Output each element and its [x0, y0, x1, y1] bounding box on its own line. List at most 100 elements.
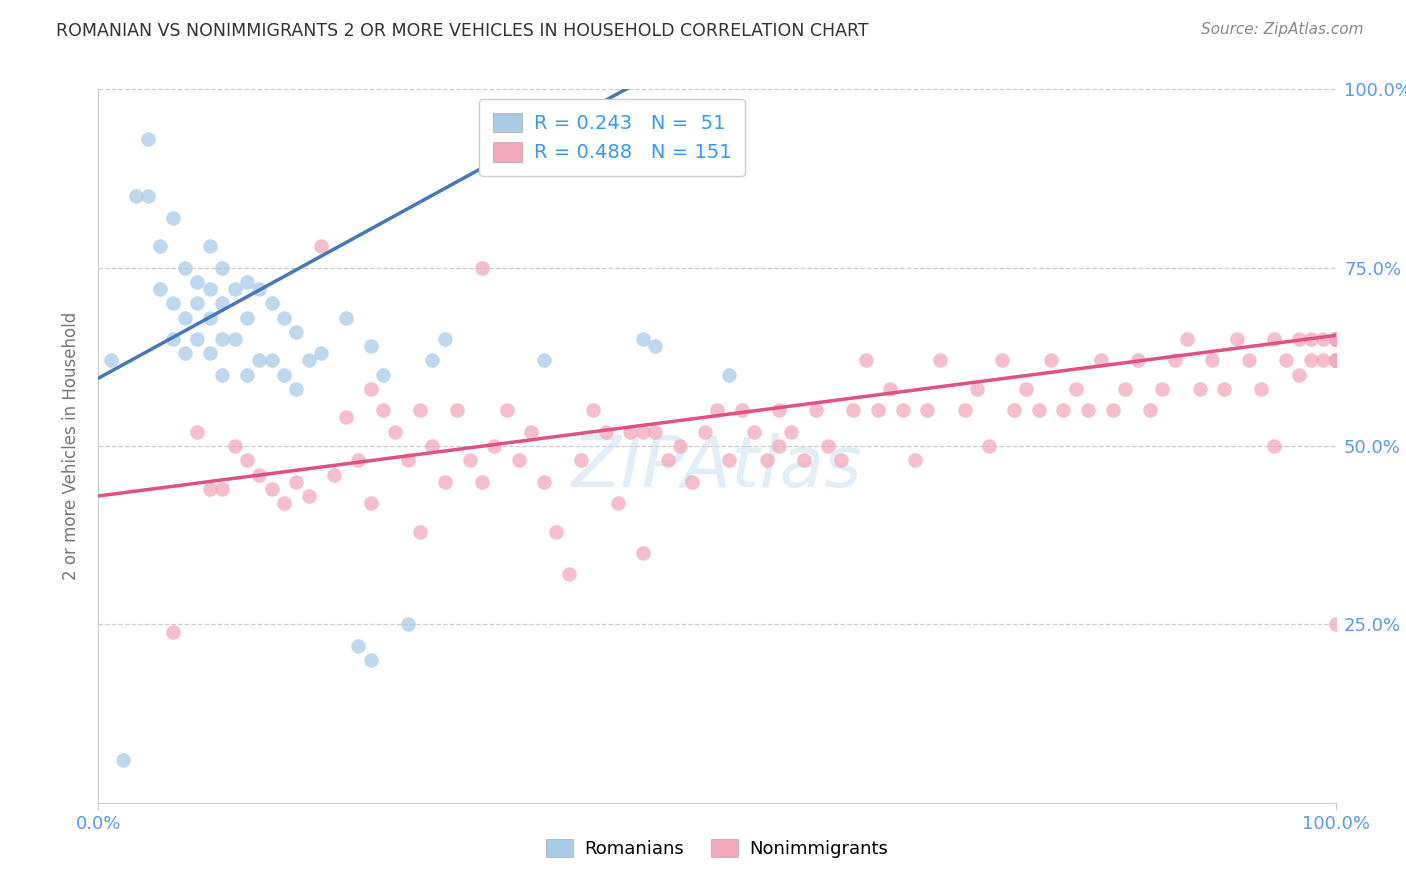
Point: [891, 403, 914, 417]
Point: [1324, 353, 1347, 368]
Point: [1324, 353, 1347, 368]
Point: [1324, 332, 1347, 346]
Point: [1324, 353, 1347, 368]
Point: [1324, 332, 1347, 346]
Point: [446, 403, 468, 417]
Point: [508, 453, 530, 467]
Point: [1324, 353, 1347, 368]
Point: [422, 353, 444, 368]
Point: [422, 439, 444, 453]
Point: [260, 296, 283, 310]
Point: [1324, 332, 1347, 346]
Point: [1090, 353, 1112, 368]
Point: [582, 403, 605, 417]
Point: [1324, 353, 1347, 368]
Point: [396, 617, 419, 632]
Point: [458, 453, 481, 467]
Point: [384, 425, 406, 439]
Point: [186, 425, 208, 439]
Point: [804, 403, 827, 417]
Point: [706, 403, 728, 417]
Point: [1324, 332, 1347, 346]
Point: [1324, 332, 1347, 346]
Point: [644, 339, 666, 353]
Point: [371, 403, 394, 417]
Point: [1324, 353, 1347, 368]
Point: [1324, 332, 1347, 346]
Point: [224, 332, 246, 346]
Point: [1324, 353, 1347, 368]
Point: [1077, 403, 1099, 417]
Point: [990, 353, 1012, 368]
Point: [273, 496, 295, 510]
Point: [533, 475, 555, 489]
Point: [1324, 332, 1347, 346]
Point: [347, 639, 370, 653]
Point: [433, 475, 456, 489]
Point: [817, 439, 839, 453]
Point: [162, 624, 184, 639]
Point: [1324, 332, 1347, 346]
Point: [1028, 403, 1050, 417]
Point: [1324, 353, 1347, 368]
Point: [780, 425, 803, 439]
Point: [1175, 332, 1198, 346]
Point: [866, 403, 889, 417]
Point: [1324, 332, 1347, 346]
Point: [966, 382, 988, 396]
Point: [236, 310, 259, 325]
Point: [718, 368, 741, 382]
Point: [1237, 353, 1260, 368]
Point: [1324, 332, 1347, 346]
Point: [533, 353, 555, 368]
Point: [211, 296, 233, 310]
Point: [1064, 382, 1087, 396]
Point: [360, 339, 382, 353]
Point: [768, 439, 790, 453]
Point: [1324, 353, 1347, 368]
Point: [1324, 353, 1347, 368]
Point: [1263, 332, 1285, 346]
Point: [1201, 353, 1223, 368]
Point: [1324, 353, 1347, 368]
Point: [631, 425, 654, 439]
Point: [236, 275, 259, 289]
Y-axis label: 2 or more Vehicles in Household: 2 or more Vehicles in Household: [62, 312, 80, 580]
Point: [1324, 353, 1347, 368]
Point: [471, 260, 494, 275]
Point: [433, 332, 456, 346]
Point: [917, 403, 939, 417]
Point: [1324, 353, 1347, 368]
Point: [211, 332, 233, 346]
Point: [1324, 353, 1347, 368]
Point: [136, 189, 159, 203]
Point: [236, 368, 259, 382]
Point: [904, 453, 927, 467]
Point: [1312, 353, 1334, 368]
Point: [1324, 332, 1347, 346]
Point: [198, 282, 221, 296]
Point: [1139, 403, 1161, 417]
Point: [879, 382, 901, 396]
Point: [298, 353, 321, 368]
Point: [1324, 332, 1347, 346]
Point: [174, 260, 197, 275]
Point: [186, 275, 208, 289]
Point: [495, 403, 517, 417]
Point: [1102, 403, 1125, 417]
Point: [409, 524, 432, 539]
Point: [928, 353, 950, 368]
Point: [1324, 353, 1347, 368]
Point: [1126, 353, 1149, 368]
Point: [1324, 332, 1347, 346]
Point: [285, 382, 308, 396]
Point: [793, 453, 815, 467]
Point: [1324, 353, 1347, 368]
Point: [1324, 332, 1347, 346]
Point: [1040, 353, 1063, 368]
Point: [335, 410, 357, 425]
Point: [1324, 332, 1347, 346]
Point: [396, 453, 419, 467]
Point: [198, 346, 221, 360]
Point: [186, 296, 208, 310]
